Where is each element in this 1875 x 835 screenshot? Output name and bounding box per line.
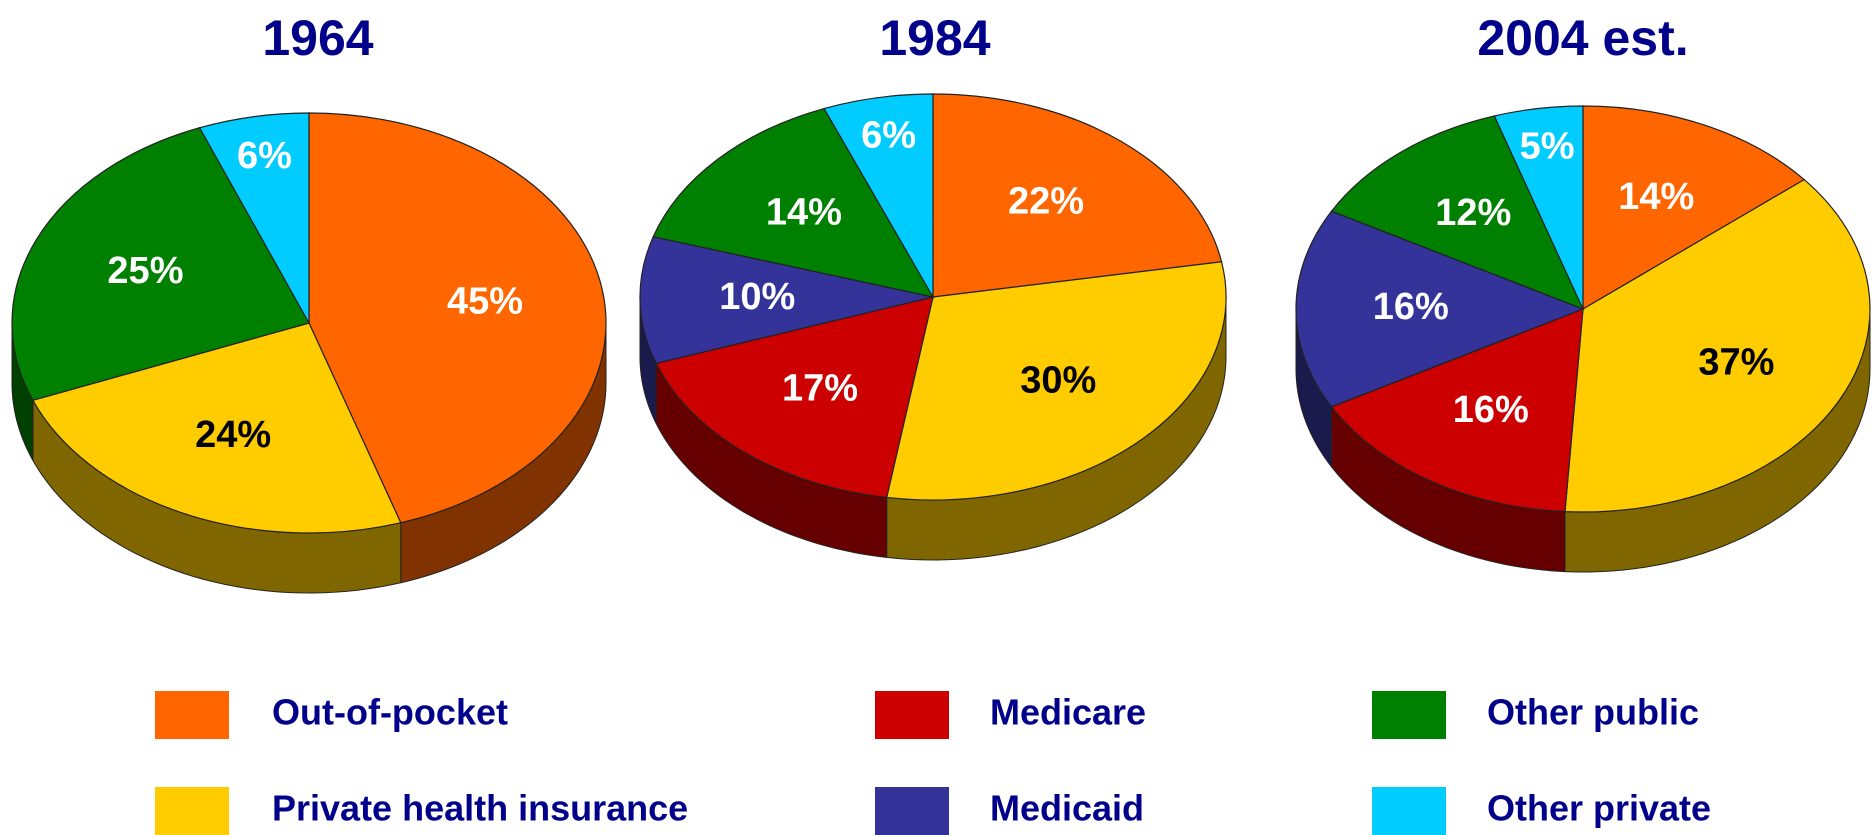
pie-title: 2004 est.: [1477, 10, 1688, 66]
legend-swatch: [875, 691, 949, 739]
value-label: 25%: [107, 250, 183, 292]
pie-tops: [1295, 105, 1871, 513]
pie-slice: [1493, 105, 1584, 310]
pie-slice: [1330, 115, 1585, 311]
pie-slice: [932, 93, 1223, 298]
value-label: 10%: [719, 276, 795, 318]
legend-label: Private health insurance: [272, 788, 688, 829]
pie-slice: [1295, 210, 1585, 408]
legend-swatch: [1372, 691, 1446, 739]
value-label: 30%: [1020, 359, 1096, 401]
pie-tops: [11, 112, 607, 534]
value-label: 5%: [1520, 126, 1575, 168]
pie-slice: [1330, 308, 1584, 513]
value-label: 6%: [237, 135, 292, 177]
value-label: 14%: [766, 191, 842, 233]
pie-slice: [308, 112, 607, 524]
legend-label: Out-of-pocket: [272, 692, 508, 733]
pie-slice: [1582, 105, 1806, 311]
pie-slice: [639, 236, 934, 365]
value-label: 22%: [1008, 181, 1084, 223]
value-label: 24%: [195, 414, 271, 456]
value-label: 37%: [1698, 341, 1774, 383]
legend-swatch: [155, 691, 229, 739]
pie-title: 1964: [262, 10, 373, 66]
value-label: 16%: [1453, 389, 1529, 431]
value-label: 6%: [861, 115, 916, 157]
pie-slice: [31, 322, 402, 534]
value-label: 45%: [447, 280, 523, 322]
value-label: 16%: [1373, 286, 1449, 328]
legend-swatch: [155, 787, 229, 835]
pie-tops: [639, 93, 1227, 501]
value-label: 17%: [782, 367, 858, 409]
pie-slice: [198, 112, 310, 326]
legend-swatch: [875, 787, 949, 835]
pie-slice: [823, 93, 934, 300]
value-label: 14%: [1618, 176, 1694, 218]
pie-slice: [885, 261, 1227, 501]
legend-label: Medicaid: [990, 788, 1144, 829]
pie-slice: [11, 127, 310, 402]
legend-label: Other private: [1487, 788, 1711, 829]
value-label: 12%: [1435, 192, 1511, 234]
legend-label: Other public: [1487, 692, 1699, 733]
legend-label: Medicare: [990, 692, 1146, 733]
legend-swatch: [1372, 787, 1446, 835]
pie-slice: [652, 107, 935, 298]
pie-slice: [1564, 178, 1871, 513]
pie-title: 1984: [879, 10, 990, 66]
